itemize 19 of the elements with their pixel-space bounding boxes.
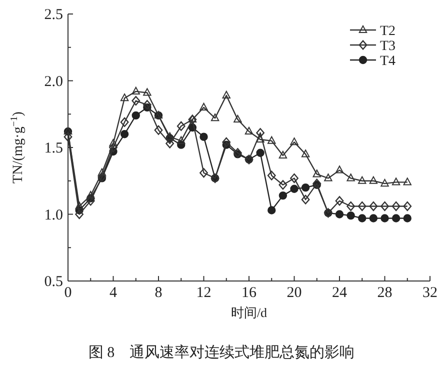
legend-label: T4 [380,54,396,69]
x-tick-label: 32 [422,285,438,301]
x-tick-label: 12 [196,285,212,301]
x-tick-label: 0 [64,285,72,301]
x-tick-label: 4 [110,285,118,301]
x-axis-title: 时间/d [230,305,268,320]
y-tick-label: 1.0 [44,207,63,224]
legend-label: T3 [380,39,396,54]
y-tick-label: 2.5 [44,7,63,23]
x-tick-label: 16 [242,285,257,301]
y-tick-label: 2.0 [44,74,63,90]
y-tick-label: 0.5 [44,274,63,290]
x-tick-label: 8 [154,285,162,301]
legend-label: T2 [380,24,396,39]
y-tick-label: 1.5 [44,140,63,156]
x-tick-label: 28 [377,285,392,301]
x-tick-label: 20 [286,285,302,301]
x-tick-label: 24 [332,285,348,301]
text: 图 8 通风速率对连续式堆肥总氮的影响 [88,344,355,361]
